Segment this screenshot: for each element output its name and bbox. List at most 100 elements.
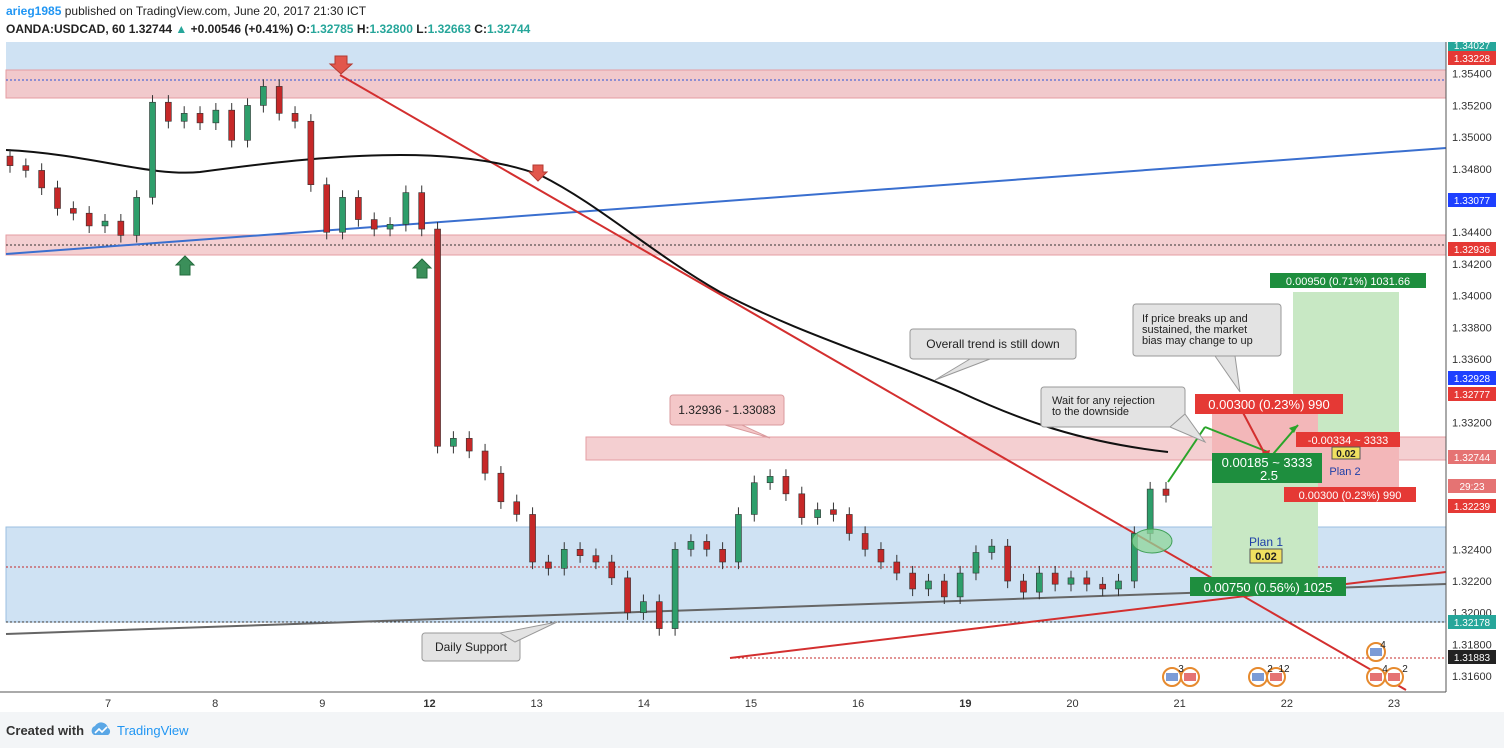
- callout-breakup: If price breaks up and sustained, the mar…: [1132, 303, 1282, 393]
- candle-body: [1067, 577, 1075, 585]
- candle-body: [529, 514, 536, 563]
- tradingview-brand-link[interactable]: TradingView: [117, 723, 189, 738]
- candle-body: [560, 549, 568, 569]
- candle-body: [402, 192, 410, 225]
- x-tick-label: 12: [423, 698, 435, 710]
- x-tick-label: 15: [745, 698, 757, 710]
- y-tick-label: 1.31800: [1452, 639, 1492, 651]
- candle-body: [576, 549, 584, 556]
- svg-text:1.32744: 1.32744: [1454, 453, 1491, 464]
- y-tick-label: 1.32400: [1452, 544, 1492, 556]
- candle-body: [545, 561, 552, 569]
- candle-body: [814, 509, 821, 518]
- y-tick-label: 1.31600: [1452, 671, 1492, 683]
- candle-body: [275, 86, 283, 114]
- svg-text:3: 3: [1178, 664, 1184, 675]
- candle-body: [988, 545, 996, 553]
- candle-body: [1099, 583, 1106, 590]
- price-label: 1.33077: [1448, 193, 1496, 207]
- candle-body: [640, 601, 647, 614]
- candle-body: [54, 187, 61, 209]
- x-tick-label: 20: [1066, 698, 1078, 710]
- candle-body: [370, 219, 378, 230]
- y-tick-label: 1.35400: [1452, 69, 1492, 81]
- candle-body: [165, 101, 172, 122]
- candle-body: [750, 482, 758, 515]
- svg-text:2.5: 2.5: [1260, 468, 1278, 483]
- tradingview-cloud-icon: [91, 722, 111, 735]
- ca-event-flags-icon[interactable]: 4 2: [1366, 664, 1408, 687]
- candle-body: [687, 541, 695, 550]
- zone-range-label: 1.32936 - 1.33083: [678, 403, 776, 417]
- price-label: 1.34027: [1448, 42, 1496, 52]
- price-axis[interactable]: [1446, 42, 1504, 692]
- x-tick-label: 22: [1281, 698, 1293, 710]
- us-event-flags-icon[interactable]: 4: [1366, 640, 1386, 662]
- candle-body: [38, 170, 45, 189]
- candle-body: [798, 493, 806, 518]
- candle-body: [592, 555, 600, 563]
- svg-text:0.00950 (0.71%) 1031.66: 0.00950 (0.71%) 1031.66: [1286, 276, 1410, 288]
- created-with-label: Created with: [6, 723, 85, 738]
- time-axis[interactable]: [0, 692, 1504, 712]
- candle-body: [196, 113, 204, 124]
- candle-body: [782, 476, 790, 495]
- sell-arrow-icon: [328, 55, 354, 75]
- candle-body: [323, 184, 331, 233]
- candle-body: [450, 438, 457, 447]
- candle-body: [117, 220, 125, 236]
- svg-text:2: 2: [1402, 664, 1408, 675]
- candle-body: [925, 580, 932, 590]
- trade-tag: 0.00950 (0.71%) 1031.66: [1270, 273, 1426, 288]
- price-label: 29:23: [1448, 479, 1496, 493]
- candle-body: [101, 220, 109, 227]
- callout-rejection: Wait for any rejection to the downside: [1040, 386, 1207, 444]
- y-tick-label: 1.34200: [1452, 259, 1492, 271]
- projection-down-line: [1204, 426, 1269, 453]
- candle-body: [1146, 488, 1154, 534]
- author-link[interactable]: arieg1985: [6, 4, 62, 18]
- y-tick-label: 1.33800: [1452, 322, 1492, 334]
- sell-arrow-icon: [527, 164, 549, 182]
- y-tick-label: 1.34000: [1452, 291, 1492, 303]
- svg-text:1.31883: 1.31883: [1454, 653, 1491, 664]
- high-label: H:: [356, 22, 370, 36]
- low-value: 1.32663: [427, 22, 471, 36]
- candlestick-series: [6, 79, 1170, 636]
- us-event-flags-icon[interactable]: 3: [1162, 664, 1200, 687]
- svg-text:12: 12: [1278, 664, 1290, 675]
- us-event-flags-icon[interactable]: 2 12: [1248, 664, 1290, 687]
- candle-body: [260, 86, 267, 106]
- change-arrow-icon: ▲: [175, 22, 188, 36]
- price-label: 1.32936: [1448, 242, 1496, 256]
- last-price: 1.32744: [128, 22, 173, 36]
- buy-arrow-icon: [174, 255, 196, 276]
- candle-body: [941, 580, 948, 598]
- price-label: 1.32928: [1448, 371, 1496, 385]
- svg-text:1.32777: 1.32777: [1454, 390, 1491, 401]
- x-tick-label: 23: [1388, 698, 1400, 710]
- svg-text:4: 4: [1382, 664, 1388, 675]
- candle-body: [22, 165, 30, 171]
- candle-body: [671, 549, 679, 629]
- y-tick-label: 1.35000: [1452, 132, 1492, 144]
- change-value: +0.00546 (+0.41%): [190, 22, 294, 36]
- candle-body: [909, 572, 916, 590]
- footer-bar: Created with TradingView: [0, 712, 1504, 748]
- symbol-label: OANDA:USDCAD, 60: [6, 22, 126, 36]
- symbol-line: OANDA:USDCAD, 60 1.32744 ▲ +0.00546 (+0.…: [6, 22, 530, 36]
- daily-support-label: Daily Support: [435, 640, 508, 654]
- svg-text:2: 2: [1267, 664, 1273, 675]
- rejection-note: Wait for any rejection to the downside: [1052, 395, 1155, 418]
- price-chart[interactable]: 1.32936 - 1.33083 Overall trend is still…: [0, 42, 1504, 712]
- candle-body: [180, 113, 188, 122]
- candle-body: [877, 549, 885, 563]
- svg-text:0.02: 0.02: [1336, 449, 1356, 460]
- candle-body: [766, 476, 774, 484]
- x-tick-label: 13: [531, 698, 543, 710]
- top-resistance-zone: [5, 69, 1447, 99]
- y-tick-label: 1.33600: [1452, 354, 1492, 366]
- trade-tag: 0.00750 (0.56%) 1025: [1190, 577, 1346, 596]
- x-tick-label: 7: [105, 698, 111, 710]
- arrowhead-icon: [1289, 425, 1298, 433]
